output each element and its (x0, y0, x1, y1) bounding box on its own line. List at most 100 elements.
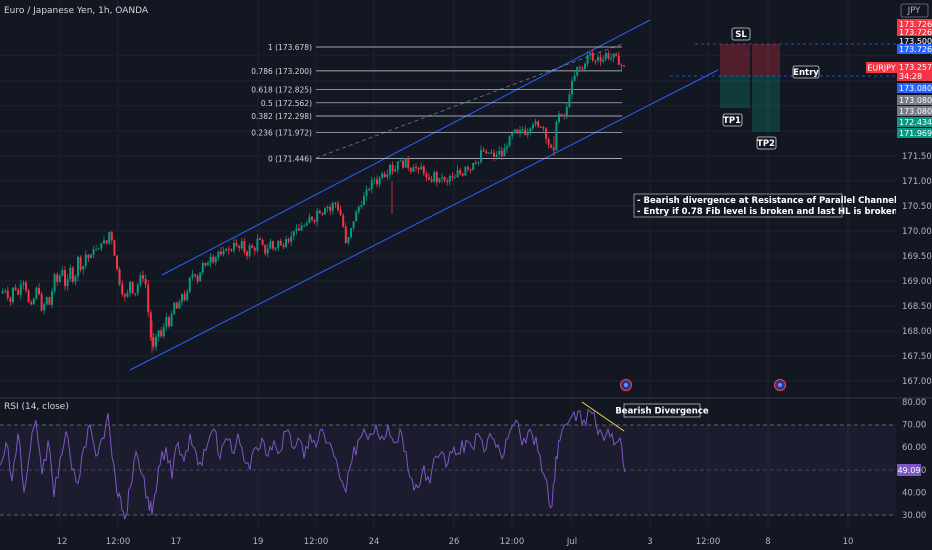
price-axis[interactable]: JPY 167.000167.500168.000168.500169.0001… (866, 0, 932, 398)
candle-40 (105, 239, 108, 245)
event-icon-1[interactable] (619, 378, 633, 392)
rsi-current-badge: 49.09 (897, 464, 921, 476)
candle-131 (342, 213, 345, 228)
svg-text:172.434: 172.434 (899, 118, 932, 127)
candle-41 (108, 231, 111, 246)
candle-18 (48, 296, 51, 306)
candle-161 (420, 162, 423, 170)
candle-43 (113, 239, 116, 256)
price-badge-3: 173.726 (897, 44, 932, 54)
candle-64 (168, 315, 170, 329)
price-badge-0: 173.726 (897, 19, 932, 29)
candle-138 (360, 201, 363, 210)
candle-48 (126, 289, 129, 298)
candle-1 (4, 288, 7, 294)
fib-label-0.236: 0.236 (171.972) (251, 128, 312, 137)
price-tick-7: 170.500 (902, 202, 932, 212)
rsi-tick-1: 70.00 (902, 421, 926, 431)
candle-31 (82, 265, 85, 275)
candle-149 (389, 163, 391, 180)
time-tick-11: 8 (765, 537, 770, 547)
candle-213 (555, 119, 558, 151)
candle-102 (266, 243, 269, 258)
candle-115 (300, 222, 303, 231)
rsi-pane[interactable]: Bearish Divergence RSI (14, close) 80.00… (0, 398, 926, 521)
candle-114 (298, 223, 300, 231)
candle-204 (532, 122, 534, 131)
candle-148 (386, 169, 389, 181)
candle-128 (334, 201, 337, 208)
candle-92 (240, 238, 243, 250)
price-badge-8: 173.080 (897, 106, 932, 116)
candle-91 (238, 245, 241, 252)
candle-74 (194, 273, 196, 279)
candle-206 (537, 119, 540, 129)
candle-80 (209, 253, 212, 267)
candle-134 (350, 227, 352, 240)
svg-text:173.726: 173.726 (899, 45, 932, 54)
candle-199 (519, 126, 521, 138)
candle-120 (313, 218, 316, 225)
candle-171 (446, 178, 449, 186)
svg-text:EURJPY: EURJPY (867, 64, 895, 73)
candle-159 (415, 163, 417, 172)
price-badge-9: 172.434 (897, 117, 932, 127)
time-tick-1: 12:00 (106, 537, 131, 547)
candle-166 (433, 170, 436, 184)
price-tick-9: 171.500 (902, 152, 932, 162)
candle-168 (438, 178, 441, 184)
candle-141 (368, 187, 371, 192)
candle-63 (165, 312, 168, 331)
candle-116 (303, 223, 306, 228)
svg-text:173.080: 173.080 (899, 84, 932, 93)
candle-98 (256, 234, 259, 253)
fibonacci-retracement[interactable]: 1 (173.678) 0.786 (173.200) 0.618 (172.825… (251, 43, 622, 164)
fib-label-0.786: 0.786 (173.200) (251, 67, 312, 76)
price-tick-2: 168.000 (902, 327, 932, 337)
candle-71 (186, 288, 189, 302)
candle-176 (459, 168, 462, 176)
rsi-tick-2: 60.00 (902, 443, 926, 453)
event-icon-2[interactable] (773, 378, 787, 392)
time-tick-2: 17 (171, 537, 182, 547)
time-tick-12: 10 (843, 537, 854, 547)
candle-112 (292, 231, 295, 241)
candle-201 (524, 125, 527, 136)
time-axis[interactable]: 12 12:00 17 19 12:00 24 26 12:00 Jul 3 12:00 8 10 (57, 537, 854, 547)
candle-8 (22, 280, 25, 290)
candle-90 (235, 239, 238, 248)
candle-103 (269, 238, 272, 250)
candle-162 (422, 164, 425, 177)
candle-198 (516, 128, 519, 134)
price-tick-3: 168.500 (902, 302, 932, 312)
candle-205 (534, 118, 537, 128)
candle-152 (396, 161, 399, 174)
fib-label-0.5: 0.5 (172.562) (261, 99, 312, 108)
candle-54 (142, 270, 144, 283)
short-position-tool[interactable]: SL Entry TP1 TP2 (670, 27, 932, 150)
price-candles (1, 48, 625, 354)
candle-231 (602, 55, 605, 64)
candle-122 (318, 208, 321, 214)
candle-129 (337, 200, 339, 213)
candle-191 (498, 146, 501, 159)
price-tick-8: 171.000 (902, 177, 932, 187)
svg-text:173.726: 173.726 (899, 28, 932, 37)
candle-154 (402, 159, 404, 170)
candle-86 (225, 247, 228, 252)
entry-label: Entry (792, 65, 820, 79)
candle-207 (539, 126, 542, 129)
candle-75 (196, 273, 199, 285)
svg-text:Entry: Entry (793, 68, 819, 78)
bearish-divergence-label: Bearish Divergence (615, 403, 709, 418)
candle-125 (326, 205, 329, 213)
candle-214 (558, 110, 560, 125)
candle-69 (181, 293, 183, 306)
parallel-channel[interactable] (129, 19, 719, 371)
analysis-note[interactable]: - Bearish divergence at Resistance of Pa… (633, 193, 898, 218)
candle-109 (285, 235, 287, 248)
candle-188 (490, 149, 493, 154)
svg-text:- Entry if 0.78 Fib level is b: - Entry if 0.78 Fib level is broken and … (637, 207, 898, 217)
candle-226 (589, 52, 592, 60)
